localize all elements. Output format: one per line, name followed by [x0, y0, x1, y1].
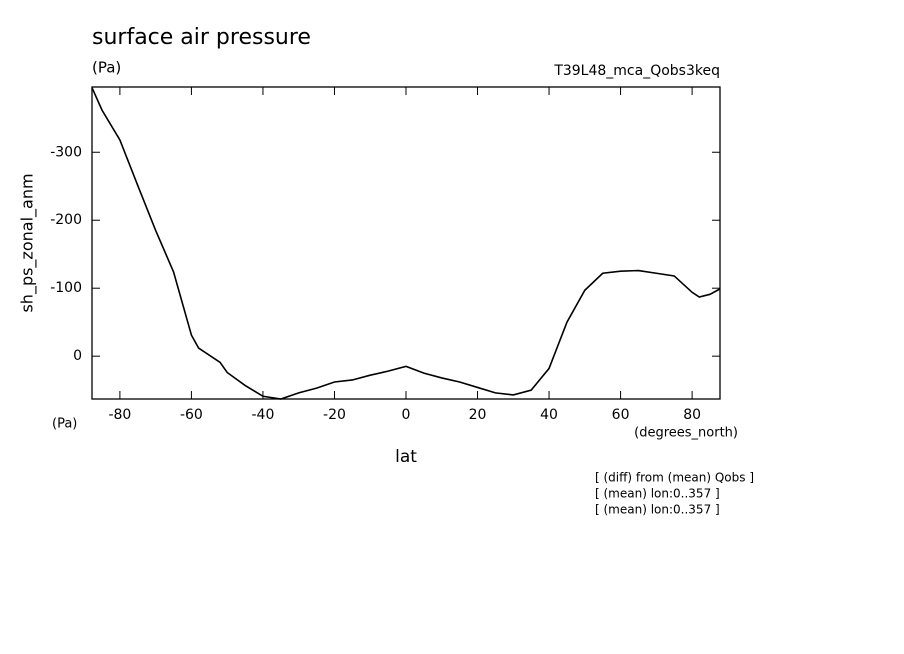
x-tick-label: -40: [252, 407, 275, 423]
experiment: T39L48_mca_Qobs3keq: [553, 63, 720, 79]
x-tick-label: 20: [469, 407, 487, 423]
note: [ (mean) lon:0..357 ]: [595, 503, 720, 517]
x-tick-label: -80: [108, 407, 131, 423]
x-tick-label: 60: [612, 407, 630, 423]
y-axis-label: sh_ps_zonal_anm: [18, 173, 38, 312]
x-tick-label: -60: [180, 407, 203, 423]
x-units: (degrees_north): [634, 426, 738, 441]
x-tick-label: -20: [323, 407, 346, 423]
y-tick-label: 0: [73, 348, 82, 364]
y-tick-label: -100: [50, 280, 82, 296]
plot-frame: [91, 86, 721, 400]
y-units: (Pa): [52, 417, 77, 432]
x-tick-label: 40: [540, 407, 558, 423]
x-tick-label: 80: [683, 407, 701, 423]
note: [ (mean) lon:0..357 ]: [595, 487, 720, 501]
y-tick-label: -200: [50, 212, 82, 228]
note: [ (diff) from (mean) Qobs ]: [595, 471, 754, 485]
units: (Pa): [92, 59, 121, 77]
x-axis-label: lat: [395, 447, 417, 467]
chart-title: surface air pressure: [92, 25, 311, 50]
data-line: [91, 87, 721, 400]
y-tick-label: -300: [50, 144, 82, 160]
x-tick-label: 0: [402, 407, 411, 423]
